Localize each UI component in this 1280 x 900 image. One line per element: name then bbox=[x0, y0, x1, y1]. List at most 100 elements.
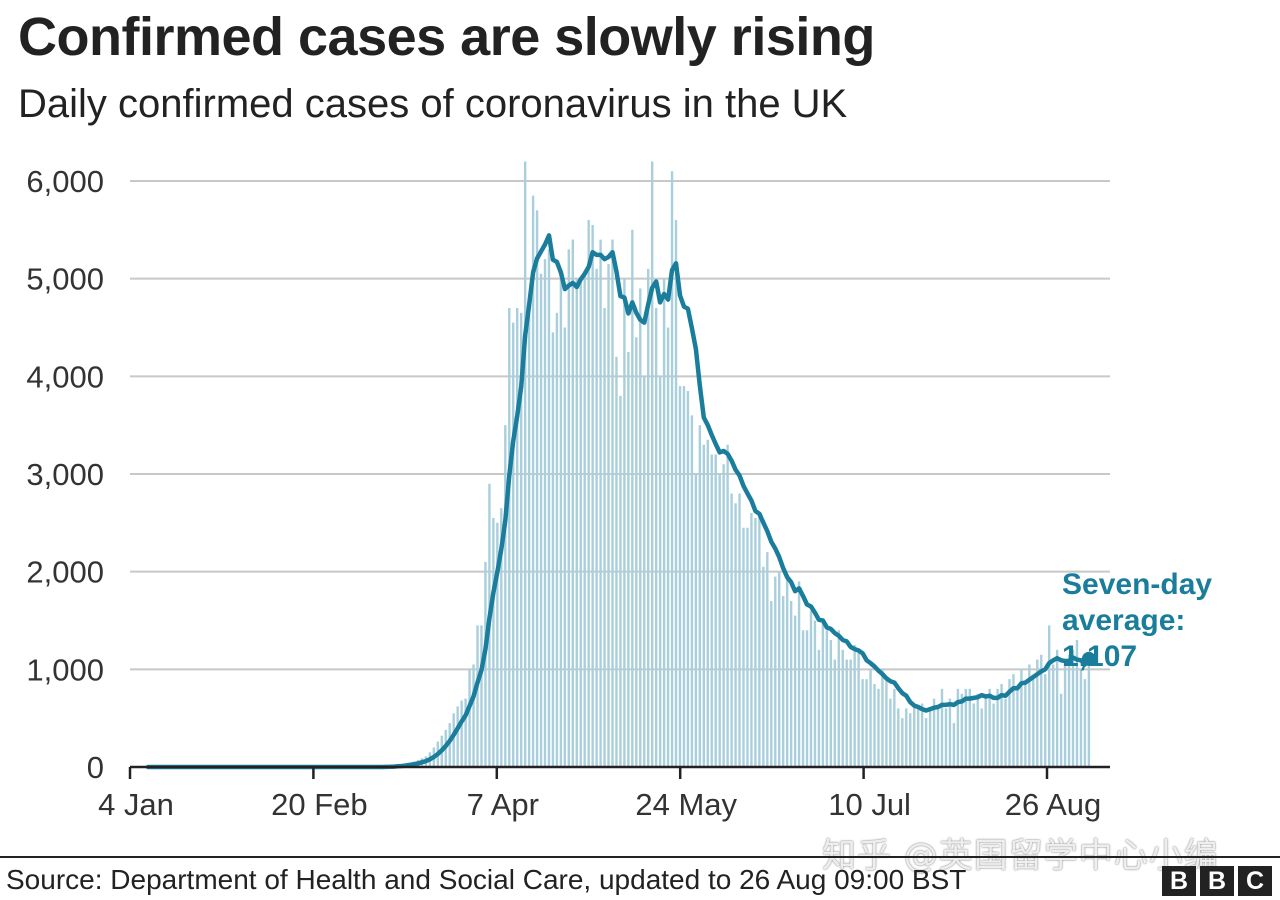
daily-case-bar bbox=[889, 698, 892, 767]
daily-case-bar bbox=[813, 620, 817, 767]
daily-case-bar bbox=[845, 659, 848, 767]
daily-case-bar bbox=[531, 195, 535, 767]
y-tick-label: 0 bbox=[87, 750, 104, 785]
daily-case-bar bbox=[972, 703, 975, 767]
daily-case-bar bbox=[746, 527, 749, 767]
daily-case-bar bbox=[1012, 674, 1015, 767]
daily-case-bar bbox=[635, 337, 638, 767]
daily-case-bar bbox=[825, 630, 829, 767]
daily-case-bar bbox=[754, 517, 757, 767]
daily-case-bar bbox=[1028, 664, 1031, 767]
daily-case-bar bbox=[1055, 649, 1059, 767]
daily-case-bar bbox=[750, 513, 753, 767]
daily-case-bar bbox=[547, 249, 551, 767]
daily-case-bar bbox=[956, 688, 960, 767]
daily-case-bar bbox=[885, 679, 888, 767]
daily-case-bar bbox=[1000, 683, 1003, 767]
daily-case-bar bbox=[909, 713, 912, 767]
daily-case-bar bbox=[631, 229, 634, 768]
daily-case-bar bbox=[996, 688, 999, 767]
daily-case-bar bbox=[686, 390, 690, 767]
seven-day-average-annotation: average: bbox=[1062, 604, 1185, 637]
daily-case-bar bbox=[690, 415, 694, 767]
daily-case-bar bbox=[940, 688, 944, 767]
daily-case-bar bbox=[472, 664, 475, 767]
daily-case-bar bbox=[1024, 683, 1027, 767]
daily-case-bar bbox=[650, 161, 654, 767]
daily-case-bar bbox=[742, 527, 745, 767]
x-tick-label: 4 Jan bbox=[98, 787, 174, 822]
y-tick-label: 3,000 bbox=[26, 457, 104, 492]
bbc-logo-letter: B bbox=[1200, 866, 1234, 896]
x-tick-label: 26 Aug bbox=[1005, 787, 1102, 822]
daily-case-bar bbox=[1004, 698, 1007, 767]
daily-case-bar bbox=[1008, 679, 1011, 767]
x-tick-label: 20 Feb bbox=[271, 787, 368, 822]
daily-case-bar bbox=[627, 351, 630, 767]
bbc-logo-letter: B bbox=[1162, 866, 1196, 896]
daily-case-bar bbox=[476, 625, 479, 767]
daily-case-bar bbox=[623, 278, 626, 767]
seven-day-average-annotation: Seven-day bbox=[1062, 568, 1212, 601]
daily-case-bar bbox=[682, 386, 686, 767]
daily-case-bar bbox=[873, 683, 876, 767]
x-tick-label: 7 Apr bbox=[467, 787, 539, 822]
daily-case-bar bbox=[448, 723, 451, 767]
daily-case-bar bbox=[774, 576, 777, 767]
daily-case-bar bbox=[924, 718, 928, 767]
x-tick-label: 10 Jul bbox=[828, 787, 911, 822]
daily-case-bar bbox=[738, 493, 741, 767]
daily-case-bar bbox=[654, 307, 658, 767]
daily-case-bar bbox=[948, 698, 952, 767]
daily-case-bar bbox=[960, 693, 964, 767]
daily-case-bar bbox=[694, 474, 698, 767]
daily-case-bar bbox=[1047, 625, 1051, 767]
daily-case-bar bbox=[460, 700, 463, 767]
source-note: Source: Department of Health and Social … bbox=[6, 864, 967, 895]
daily-case-bar bbox=[944, 708, 948, 767]
daily-case-bar bbox=[785, 576, 789, 767]
seven-day-average-line bbox=[145, 233, 1092, 770]
daily-case-bar bbox=[519, 312, 523, 767]
daily-case-bar bbox=[698, 425, 702, 767]
daily-case-bar bbox=[1040, 654, 1043, 767]
latest-average-marker bbox=[1081, 651, 1096, 666]
daily-case-bar bbox=[1083, 679, 1087, 767]
daily-case-bar bbox=[619, 395, 622, 767]
daily-case-bar bbox=[964, 688, 968, 767]
daily-case-bar bbox=[480, 625, 483, 767]
daily-case-bar bbox=[464, 698, 467, 767]
daily-case-bar bbox=[829, 640, 833, 767]
daily-case-bar bbox=[833, 659, 837, 767]
daily-case-bar bbox=[913, 703, 916, 767]
daily-case-bar bbox=[980, 708, 983, 767]
daily-case-bar bbox=[539, 273, 543, 767]
daily-case-bar bbox=[595, 268, 598, 767]
daily-case-bar bbox=[849, 659, 852, 767]
daily-case-bar bbox=[718, 474, 721, 767]
daily-case-bar bbox=[452, 713, 455, 767]
daily-case-bar bbox=[734, 503, 737, 767]
daily-case-bar bbox=[722, 464, 725, 767]
daily-case-bar bbox=[567, 249, 571, 767]
daily-case-bar bbox=[599, 239, 602, 768]
daily-case-bar bbox=[1059, 693, 1063, 767]
daily-case-bar bbox=[730, 493, 733, 767]
daily-case-bar bbox=[853, 644, 856, 767]
daily-case-bar bbox=[666, 327, 670, 767]
daily-case-bar bbox=[817, 649, 821, 767]
daily-case-bar bbox=[563, 327, 567, 767]
y-tick-label: 1,000 bbox=[26, 652, 104, 687]
daily-case-bar bbox=[611, 239, 614, 768]
daily-case-bar bbox=[1067, 654, 1071, 767]
daily-case-bar bbox=[881, 669, 884, 767]
daily-case-bar bbox=[543, 259, 547, 767]
daily-case-bar bbox=[1044, 674, 1047, 767]
daily-case-bar bbox=[789, 600, 793, 767]
daily-case-bar bbox=[758, 513, 761, 767]
daily-case-bar bbox=[762, 566, 765, 767]
daily-case-bar bbox=[678, 386, 682, 767]
daily-case-bar bbox=[984, 698, 987, 767]
daily-case-bar bbox=[893, 688, 896, 767]
daily-case-bar bbox=[936, 708, 940, 767]
